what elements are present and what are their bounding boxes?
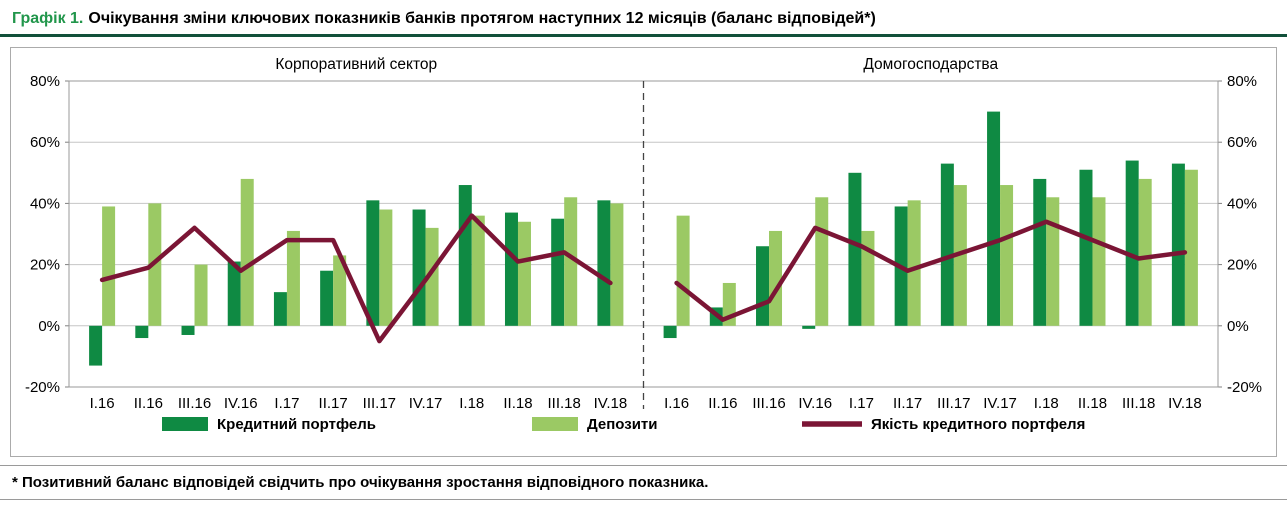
x-axis-label: ІІІ.16 — [752, 395, 785, 412]
bar-credit-portfolio — [551, 218, 565, 326]
chart-header: Графік 1. Очікування зміни ключових показ… — [0, 0, 1287, 38]
bar-credit-portfolio — [320, 270, 334, 326]
x-axis-label: ІV.17 — [409, 395, 443, 412]
bar-credit-portfolio — [227, 261, 241, 326]
bar-deposits — [1092, 197, 1106, 326]
bar-credit-portfolio — [181, 325, 195, 336]
bar-deposits — [1138, 179, 1152, 326]
y-axis-label-right: 80% — [1227, 73, 1257, 90]
bar-credit-portfolio — [273, 292, 287, 326]
x-axis-label: ІІ.17 — [893, 395, 922, 412]
bar-credit-portfolio — [940, 163, 954, 326]
bar-credit-portfolio — [89, 325, 103, 366]
bar-credit-portfolio — [366, 200, 380, 326]
x-axis-label: ІІ.16 — [708, 395, 737, 412]
chart-container: 80% 80% 60% 60% 40% 40% 20% 20% 0% 0% -20% -20% Корп… — [10, 47, 1277, 458]
legend-swatch-deposits — [532, 417, 578, 432]
bar-deposits — [1046, 197, 1060, 326]
y-axis-label-left: -20% — [25, 379, 60, 396]
x-axis-label: І.17 — [274, 395, 299, 412]
bar-credit-portfolio — [1125, 160, 1139, 326]
bar-credit-portfolio — [987, 111, 1001, 326]
bar-deposits — [564, 197, 578, 326]
y-axis-label-right: 60% — [1227, 134, 1257, 151]
bar-deposits — [333, 255, 347, 326]
y-axis-label-right: 0% — [1227, 318, 1249, 335]
y-axis-label-left: 40% — [30, 196, 60, 213]
bar-credit-portfolio — [412, 209, 426, 326]
x-axis-label: ІV.18 — [594, 395, 628, 412]
bar-credit-portfolio — [1079, 169, 1093, 326]
y-axis-label-left: 80% — [30, 73, 60, 90]
legend-label-credit-quality: Якість кредитного портфеля — [871, 416, 1085, 433]
line-credit-quality — [674, 219, 1188, 323]
x-axis-label: ІV.18 — [1168, 395, 1202, 412]
bar-credit-portfolio — [848, 172, 862, 326]
bar-deposits — [102, 206, 116, 326]
legend-label-credit-portfolio: Кредитний портфель — [217, 416, 376, 433]
legend-label-deposits: Депозити — [587, 416, 657, 433]
y-axis-label-left: 0% — [38, 318, 60, 335]
x-axis-label: ІІ.18 — [1078, 395, 1107, 412]
bar-deposits — [286, 231, 300, 326]
bar-credit-portfolio — [663, 325, 677, 339]
x-axis-label: ІІІ.18 — [1122, 395, 1155, 412]
bar-credit-portfolio — [504, 212, 518, 326]
bar-credit-portfolio — [1171, 163, 1185, 326]
x-axis-label: І.18 — [1034, 395, 1059, 412]
chart-number: Графік 1. — [12, 10, 84, 27]
bar-deposits — [1000, 185, 1014, 326]
y-axis-label-left: 20% — [30, 257, 60, 274]
x-axis-label: І.16 — [664, 395, 689, 412]
x-axis-label: І.16 — [90, 395, 115, 412]
legend-swatch-credit-portfolio — [162, 417, 208, 432]
x-axis-label: ІV.16 — [224, 395, 258, 412]
bar-deposits — [676, 215, 690, 326]
bar-deposits — [861, 231, 875, 326]
bar-deposits — [1184, 169, 1198, 326]
x-axis-label: ІV.17 — [983, 395, 1017, 412]
x-axis-label: ІV.16 — [798, 395, 832, 412]
x-axis-label: І.18 — [459, 395, 484, 412]
y-axis-label-right: 20% — [1227, 257, 1257, 274]
x-axis-label: І.17 — [849, 395, 874, 412]
bar-credit-portfolio — [458, 185, 472, 326]
bar-deposits — [769, 231, 783, 326]
bar-deposits — [240, 179, 254, 326]
bar-deposits — [815, 197, 829, 326]
x-axis-label: ІІІ.18 — [548, 395, 581, 412]
bar-credit-portfolio — [597, 200, 611, 326]
x-axis-label: ІІІ.16 — [178, 395, 211, 412]
y-axis-label-left: 60% — [30, 134, 60, 151]
panel-title: Корпоративний сектор — [275, 56, 437, 73]
bar-deposits — [379, 209, 393, 326]
y-axis-label-right: -20% — [1227, 379, 1262, 396]
x-axis-label: ІІ.18 — [503, 395, 532, 412]
x-axis-label: ІІ.17 — [319, 395, 348, 412]
bar-deposits — [907, 200, 921, 326]
bar-credit-portfolio — [756, 246, 770, 326]
bar-deposits — [425, 228, 439, 326]
line-credit-quality — [99, 213, 613, 344]
footnote: * Позитивний баланс відповідей свідчить … — [0, 465, 1287, 501]
x-axis-label: ІІ.16 — [134, 395, 163, 412]
y-axis-label-right: 40% — [1227, 196, 1257, 213]
x-axis-label: ІІІ.17 — [937, 395, 970, 412]
bar-deposits — [471, 215, 485, 326]
chart-title: Очікування зміни ключових показників бан… — [88, 10, 876, 27]
bar-deposits — [517, 221, 531, 326]
bar-credit-portfolio — [1033, 179, 1047, 326]
bar-deposits — [610, 203, 624, 326]
panel-title: Домогосподарства — [863, 56, 998, 73]
bar-credit-portfolio — [802, 325, 816, 330]
bar-deposits — [194, 264, 208, 326]
x-axis-label: ІІІ.17 — [363, 395, 396, 412]
bank-expectations-chart: 80% 80% 60% 60% 40% 40% 20% 20% 0% 0% -20% -20% Корп… — [25, 56, 1262, 433]
bar-credit-portfolio — [135, 325, 149, 339]
